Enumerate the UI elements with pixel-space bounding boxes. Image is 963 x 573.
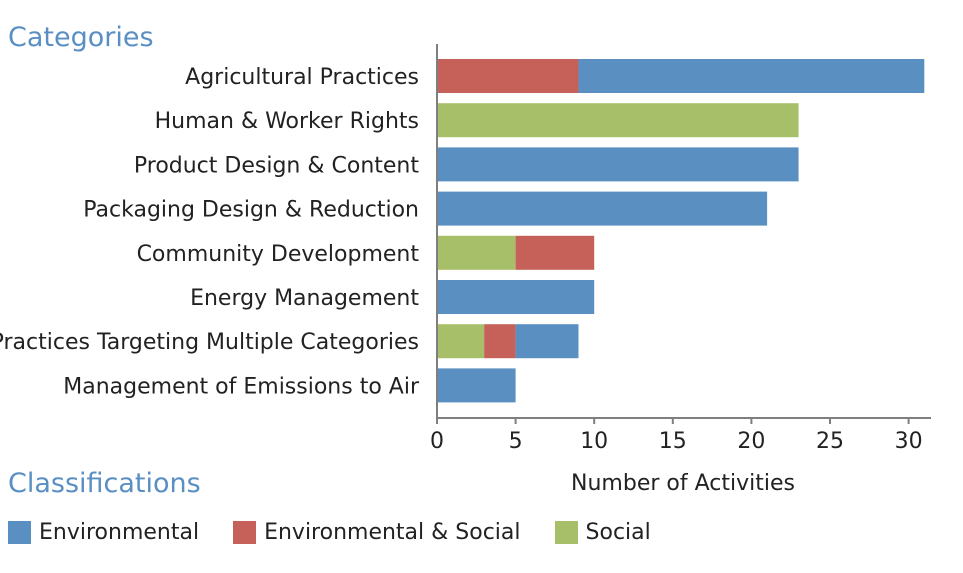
legend-label-environmental-social: Environmental & Social bbox=[264, 519, 521, 545]
classifications-heading: Classifications bbox=[8, 468, 201, 499]
x-tick-label-20: 20 bbox=[737, 429, 765, 454]
x-tick-label-30: 30 bbox=[895, 429, 923, 454]
legend-item-environmental-social: Environmental & Social bbox=[233, 519, 521, 545]
bar-energy-management-environmental bbox=[437, 280, 595, 314]
x-tick-label-15: 15 bbox=[659, 429, 687, 454]
bar-community-development-social bbox=[437, 235, 516, 270]
x-tick-label-5: 5 bbox=[509, 429, 523, 454]
bar-product-design-and-content-environmental bbox=[437, 147, 799, 182]
category-label-practices-targeting-multiple-categories: Practices Targeting Multiple Categories bbox=[0, 330, 419, 355]
legend: Environmental Environmental & Social Soc… bbox=[8, 515, 685, 549]
legend-label-environmental: Environmental bbox=[39, 519, 200, 545]
legend-item-social: Social bbox=[554, 519, 651, 545]
bar-chart: Agricultural Practices Human & Worker Rig… bbox=[0, 44, 931, 496]
x-axis-title: Number of Activities bbox=[571, 471, 795, 496]
bar-agricultural-practices-environmental bbox=[578, 59, 925, 93]
categories-heading: Categories bbox=[8, 22, 154, 53]
bar-community-development-environmental-and-social bbox=[515, 235, 595, 270]
bar-practices-targeting-multiple-categories-environmental-and-social bbox=[484, 324, 516, 359]
x-tick-label-25: 25 bbox=[816, 429, 844, 454]
category-label-energy-management: Energy Management bbox=[190, 286, 419, 311]
category-label-agricultural-practices: Agricultural Practices bbox=[185, 65, 419, 90]
category-label-management-of-emissions-to-air: Management of Emissions to Air bbox=[63, 374, 420, 399]
legend-label-social: Social bbox=[585, 519, 651, 545]
legend-swatch-social bbox=[554, 520, 578, 544]
x-tick-label-0: 0 bbox=[430, 429, 444, 454]
bar-practices-targeting-multiple-categories-environmental bbox=[515, 324, 579, 359]
category-label-human-and-worker-rights: Human & Worker Rights bbox=[155, 109, 419, 134]
bar-human-and-worker-rights-social bbox=[437, 103, 799, 138]
category-label-product-design-and-content: Product Design & Content bbox=[134, 153, 419, 178]
bar-practices-targeting-multiple-categories-social bbox=[437, 324, 485, 359]
legend-item-environmental: Environmental bbox=[8, 520, 199, 545]
bar-agricultural-practices-environmental-and-social bbox=[437, 59, 579, 93]
x-tick-label-10: 10 bbox=[580, 429, 608, 454]
category-label-community-development: Community Development bbox=[137, 242, 420, 267]
legend-swatch-environmental bbox=[8, 520, 31, 544]
bar-management-of-emissions-to-air-environmental bbox=[437, 368, 516, 403]
category-label-packaging-design-and-reduction: Packaging Design & Reduction bbox=[83, 198, 419, 223]
legend-swatch-environmental-social bbox=[233, 520, 257, 544]
bar-packaging-design-and-reduction-environmental bbox=[437, 191, 768, 226]
